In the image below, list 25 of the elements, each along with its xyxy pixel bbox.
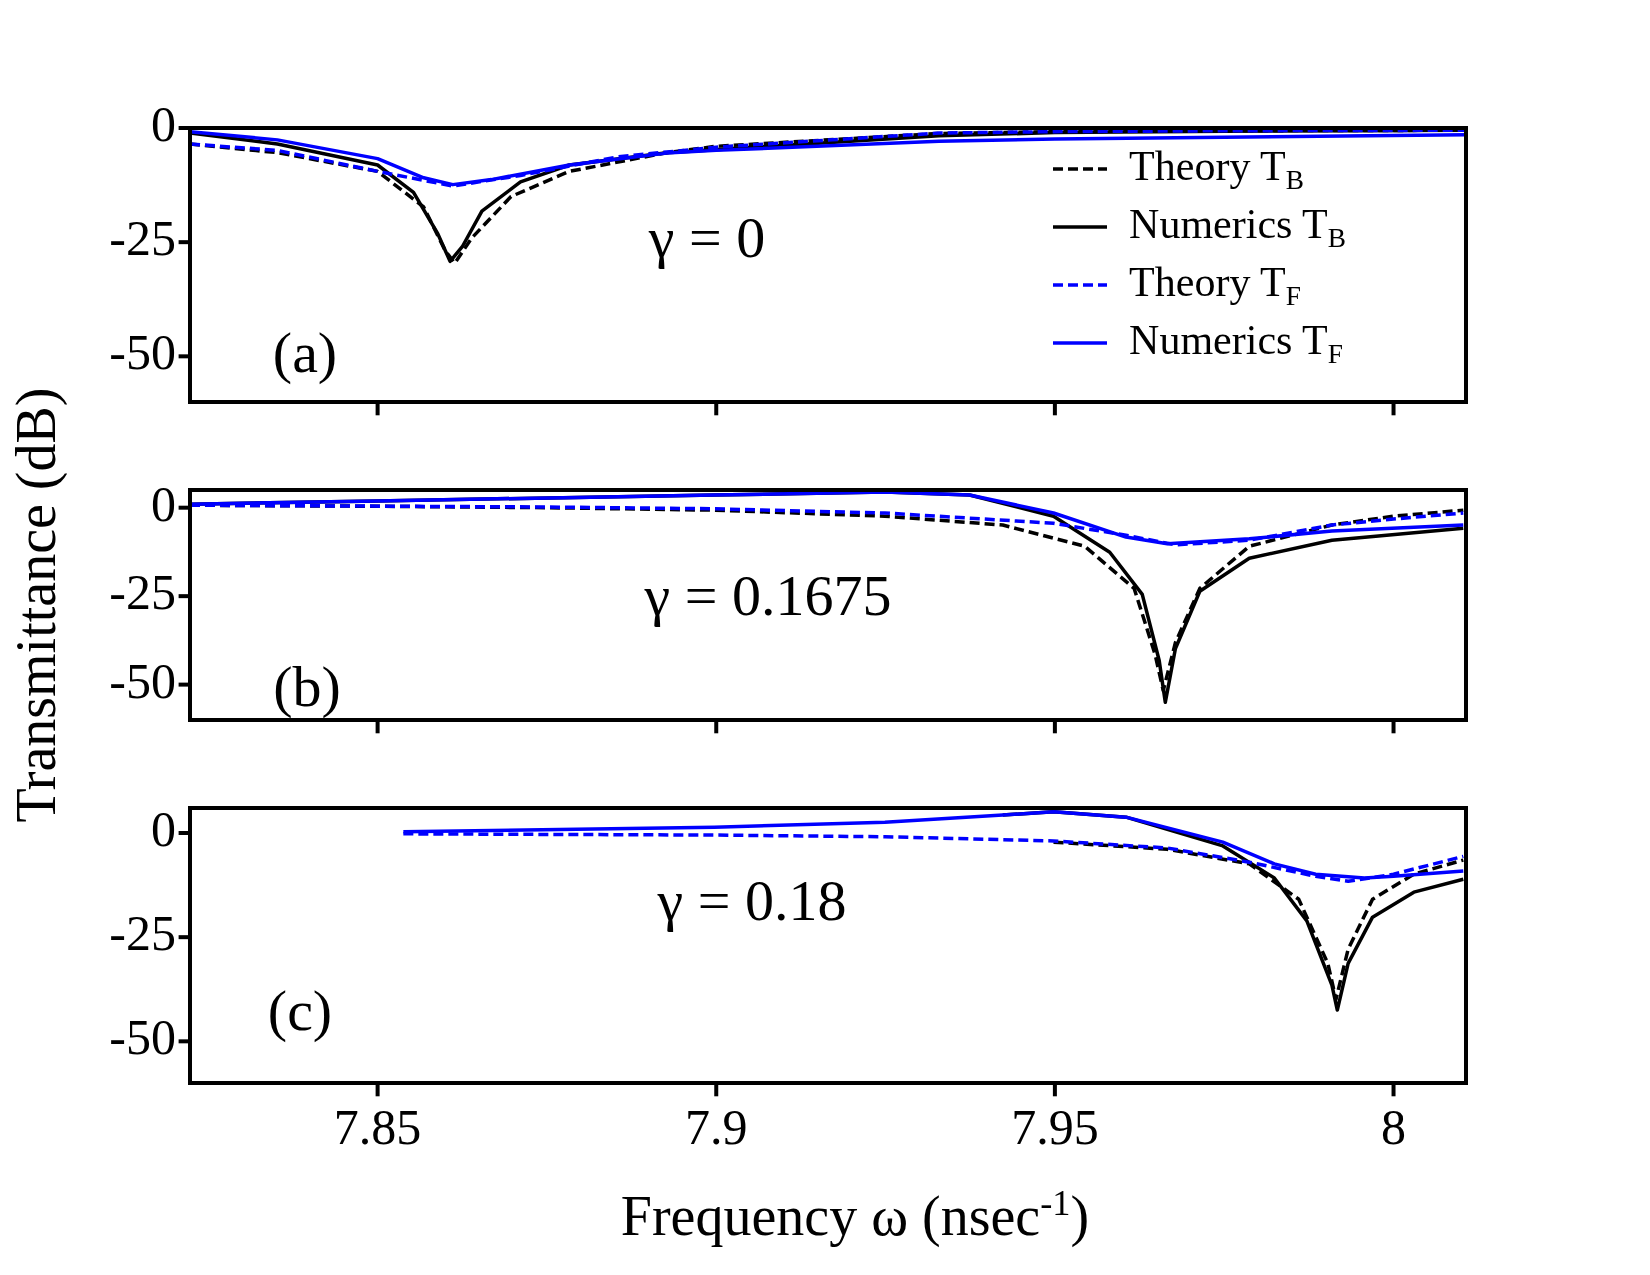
legend-label: Numerics T$_{B}$ [1129, 199, 1346, 255]
y-tick-label: -50 [109, 324, 176, 381]
x-tick-label: 7.9 [685, 1099, 748, 1156]
annotation: γ = 0.18 [657, 866, 847, 934]
annotation: (b) [273, 652, 341, 720]
annotation: γ = 0 [648, 203, 766, 271]
y-tick-label: -25 [109, 210, 176, 267]
legend-label: Theory T$_{B}$ [1129, 141, 1304, 197]
x-axis-title: Frequency ω (nsec$^{-1}$) [620, 1182, 1090, 1248]
y-tick-label: -25 [109, 905, 176, 962]
y-tick-label: -50 [109, 652, 176, 709]
legend-label: Numerics T$_{F}$ [1129, 315, 1343, 371]
y-tick-label: -25 [109, 564, 176, 621]
annotation: γ = 0.1675 [644, 561, 892, 629]
annotation: (c) [267, 976, 333, 1044]
y-tick-label: 0 [151, 96, 176, 153]
y-tick-label: -50 [109, 1009, 176, 1066]
annotation: (a) [272, 318, 338, 386]
y-tick-label: 0 [151, 475, 176, 532]
y-tick-label: 0 [151, 801, 176, 858]
x-tick-label: 7.95 [1011, 1099, 1099, 1156]
x-tick-label: 7.85 [333, 1099, 422, 1156]
x-tick-label: 8 [1381, 1099, 1407, 1156]
y-axis-title: Transmittance (dB) [4, 387, 68, 823]
legend-label: Theory T$_{F}$ [1129, 257, 1301, 313]
